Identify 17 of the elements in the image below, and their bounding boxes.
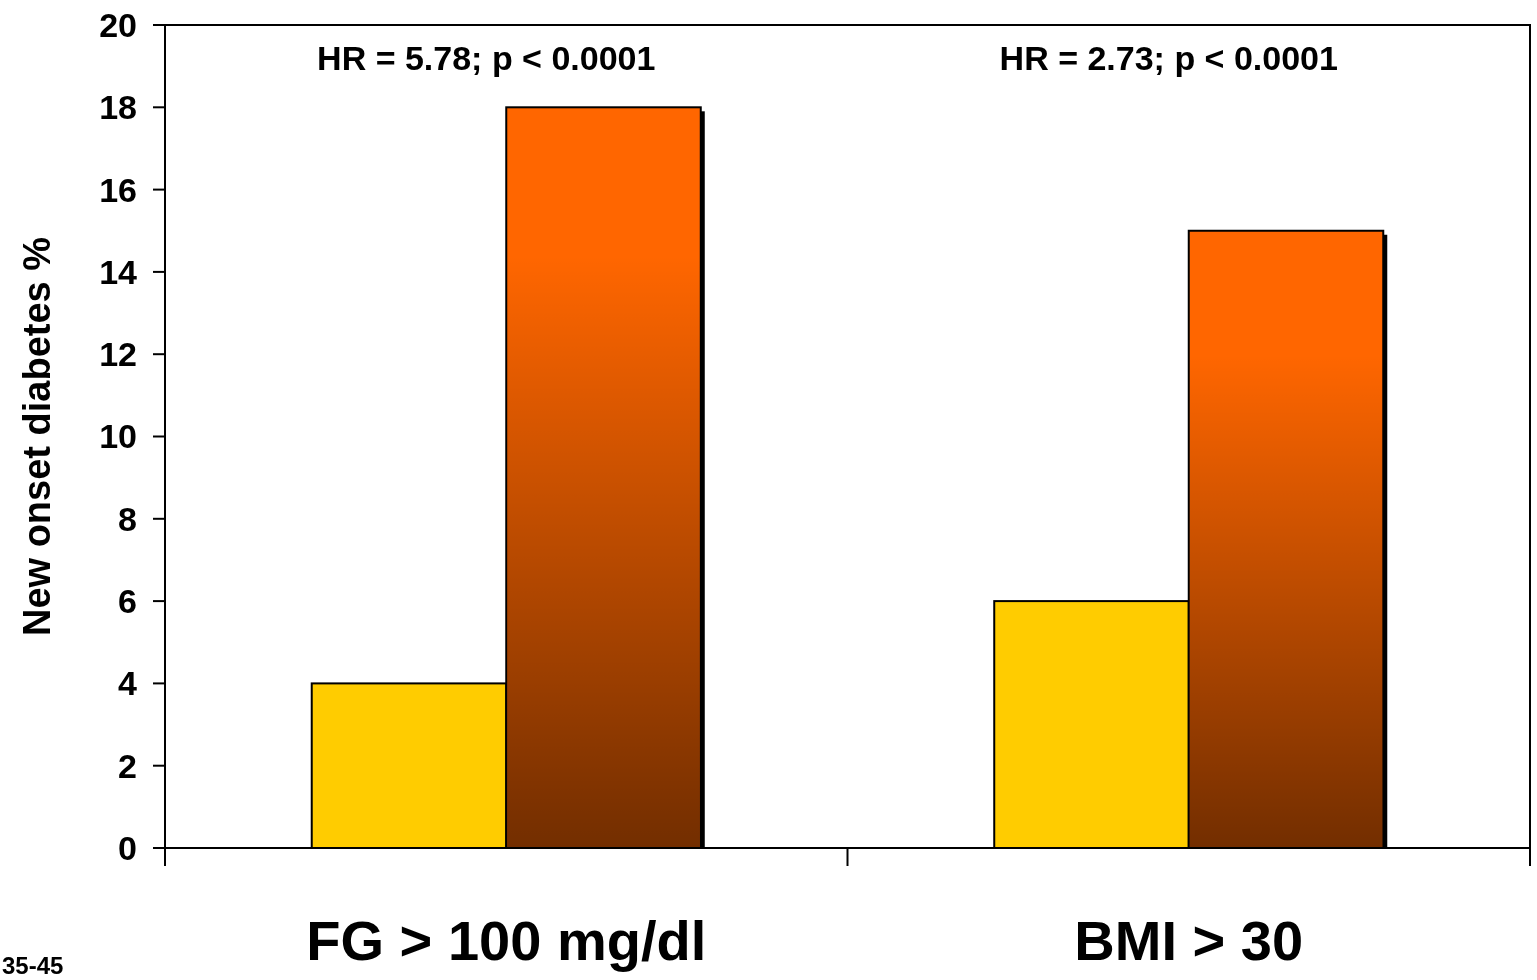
y-tick-label: 2 [118, 746, 137, 785]
x-tick-label: FG > 100 mg/dl [306, 909, 707, 972]
y-tick-label: 8 [118, 499, 137, 538]
text: 35-45 [2, 952, 64, 979]
y-tick-label: 6 [118, 582, 137, 620]
y-axis-title: New onset diabetes % [16, 236, 58, 637]
y-tick-label: 14 [99, 252, 138, 291]
y-tick-label: 4 [118, 664, 138, 703]
y-tick-label: 18 [99, 88, 137, 127]
y-tick-label: 20 [99, 5, 137, 44]
y-tick-label: 12 [99, 335, 137, 374]
annotation: HR = 2.73; p < 0.0001 [999, 38, 1338, 77]
annotation: HR = 5.78; p < 0.0001 [317, 38, 656, 77]
y-tick-label: 16 [99, 170, 137, 209]
x-tick-label: BMI > 30 [1074, 909, 1304, 972]
y-tick-label: 10 [99, 417, 137, 456]
y-tick-label: 0 [118, 828, 137, 867]
